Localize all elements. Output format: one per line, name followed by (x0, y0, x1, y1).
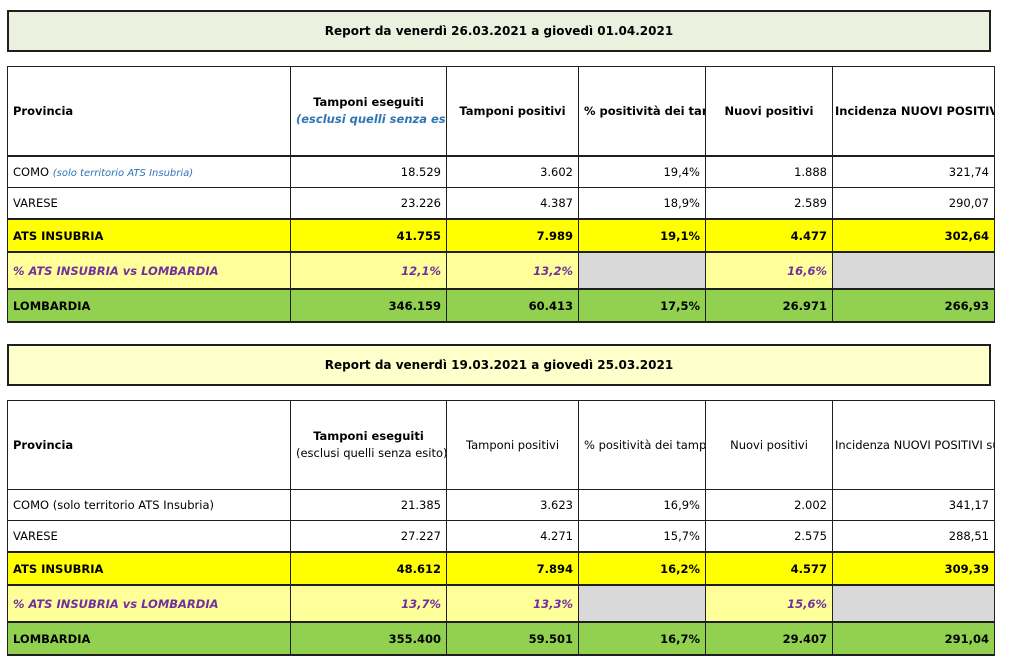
cell-nuovi: 2.575 (705, 520, 833, 553)
table-header-row: Provincia Tamponi eseguiti (esclusi quel… (7, 400, 995, 490)
cell-nuovi: 2.589 (705, 187, 833, 220)
header-tamponi-eseguiti-label: Tamponi eseguiti (313, 429, 424, 443)
cell-positivi: 4.271 (446, 520, 579, 553)
report-1-table: Provincia Tamponi eseguiti (esclusi quel… (7, 66, 995, 323)
row-label: COMO (solo territorio ATS Insubria) (7, 489, 291, 521)
table-row-ats-insubria: ATS INSUBRIA 48.612 7.894 16,2% 4.577 30… (7, 551, 995, 586)
cell-eseguiti: 12,1% (290, 251, 447, 290)
cell-eseguiti: 346.159 (290, 288, 447, 323)
report-2-banner: Report da venerdì 19.03.2021 a giovedì 2… (7, 344, 991, 386)
row-label: % ATS INSUBRIA vs LOMBARDIA (7, 251, 291, 290)
row-label: VARESE (7, 520, 291, 553)
header-tamponi-eseguiti: Tamponi eseguiti (esclusi quelli senza e… (290, 400, 447, 490)
cell-positivita: 18,9% (578, 187, 706, 220)
cell-empty (578, 251, 706, 290)
header-nuovi-positivi: Nuovi positivi (705, 400, 833, 490)
cell-positivita: 19,1% (578, 218, 706, 253)
cell-eseguiti: 18.529 (290, 155, 447, 188)
cell-empty (832, 584, 995, 623)
table-row-ats-insubria: ATS INSUBRIA 41.755 7.989 19,1% 4.477 30… (7, 218, 995, 253)
cell-positivi: 13,3% (446, 584, 579, 623)
row-label-text: COMO (13, 165, 50, 179)
report-2-title: Report da venerdì 19.03.2021 a giovedì 2… (324, 358, 674, 372)
header-positivita: % positività dei tamponi (578, 66, 706, 157)
row-label: LOMBARDIA (7, 621, 291, 656)
cell-positivi: 7.989 (446, 218, 579, 253)
cell-positivita: 19,4% (578, 155, 706, 188)
cell-positivi: 13,2% (446, 251, 579, 290)
row-label-note: (solo territorio ATS Insubria) (52, 168, 194, 179)
cell-positivi: 59.501 (446, 621, 579, 656)
cell-eseguiti: 21.385 (290, 489, 447, 521)
cell-positivita: 16,7% (578, 621, 706, 656)
cell-positivita: 16,9% (578, 489, 706, 521)
report-1-banner: Report da venerdì 26.03.2021 a giovedì 0… (7, 10, 991, 52)
table-row-lombardia: LOMBARDIA 346.159 60.413 17,5% 26.971 26… (7, 288, 995, 323)
header-tamponi-eseguiti-note: (esclusi quelli senza esito) (296, 446, 447, 460)
cell-nuovi: 26.971 (705, 288, 833, 323)
cell-incidenza: 288,51 (832, 520, 995, 553)
cell-incidenza: 290,07 (832, 187, 995, 220)
row-label: ATS INSUBRIA (7, 218, 291, 253)
cell-nuovi: 2.002 (705, 489, 833, 521)
header-tamponi-positivi: Tamponi positivi (446, 400, 579, 490)
cell-nuovi: 16,6% (705, 251, 833, 290)
cell-eseguiti: 48.612 (290, 551, 447, 586)
row-label: LOMBARDIA (7, 288, 291, 323)
cell-nuovi: 15,6% (705, 584, 833, 623)
cell-eseguiti: 27.227 (290, 520, 447, 553)
cell-nuovi: 4.577 (705, 551, 833, 586)
cell-positivi: 4.387 (446, 187, 579, 220)
row-label: % ATS INSUBRIA vs LOMBARDIA (7, 584, 291, 623)
cell-incidenza: 266,93 (832, 288, 995, 323)
cell-nuovi: 4.477 (705, 218, 833, 253)
cell-nuovi: 29.407 (705, 621, 833, 656)
report-2-table: Provincia Tamponi eseguiti (esclusi quel… (7, 400, 995, 656)
header-incidenza: Incidenza NUOVI POSITIVI su popolazione … (832, 66, 995, 157)
header-tamponi-eseguiti-note: (esclusi quelli senza esito) (296, 112, 446, 126)
cell-incidenza: 321,74 (832, 155, 995, 188)
header-tamponi-eseguiti-label: Tamponi eseguiti (313, 95, 424, 109)
cell-nuovi: 1.888 (705, 155, 833, 188)
table-row-como: COMO (solo territorio ATS Insubria) 18.5… (7, 155, 995, 188)
table-row-varese: VARESE 23.226 4.387 18,9% 2.589 290,07 (7, 187, 995, 220)
header-positivita: % positività dei tamponi (578, 400, 706, 490)
cell-positivi: 7.894 (446, 551, 579, 586)
header-incidenza: Incidenza NUOVI POSITIVI su popolazione … (832, 400, 995, 490)
header-provincia: Provincia (7, 400, 291, 490)
cell-eseguiti: 13,7% (290, 584, 447, 623)
cell-positivita: 17,5% (578, 288, 706, 323)
report-1-title: Report da venerdì 26.03.2021 a giovedì 0… (324, 24, 674, 38)
row-label: ATS INSUBRIA (7, 551, 291, 586)
cell-incidenza: 341,17 (832, 489, 995, 521)
table-header-row: Provincia Tamponi eseguiti (esclusi quel… (7, 66, 995, 157)
cell-eseguiti: 23.226 (290, 187, 447, 220)
cell-positivi: 3.623 (446, 489, 579, 521)
header-tamponi-positivi: Tamponi positivi (446, 66, 579, 157)
table-row-ats-vs-lombardia: % ATS INSUBRIA vs LOMBARDIA 13,7% 13,3% … (7, 584, 995, 623)
cell-positivita: 15,7% (578, 520, 706, 553)
cell-incidenza: 302,64 (832, 218, 995, 253)
cell-empty (578, 584, 706, 623)
cell-empty (832, 251, 995, 290)
cell-eseguiti: 355.400 (290, 621, 447, 656)
cell-positivi: 60.413 (446, 288, 579, 323)
cell-incidenza: 291,04 (832, 621, 995, 656)
header-nuovi-positivi: Nuovi positivi (705, 66, 833, 157)
table-row-ats-vs-lombardia: % ATS INSUBRIA vs LOMBARDIA 12,1% 13,2% … (7, 251, 995, 290)
header-tamponi-eseguiti: Tamponi eseguiti (esclusi quelli senza e… (290, 66, 447, 157)
cell-incidenza: 309,39 (832, 551, 995, 586)
table-row-varese: VARESE 27.227 4.271 15,7% 2.575 288,51 (7, 520, 995, 553)
cell-eseguiti: 41.755 (290, 218, 447, 253)
table-row-como: COMO (solo territorio ATS Insubria) 21.3… (7, 489, 995, 521)
row-label: COMO (solo territorio ATS Insubria) (7, 155, 291, 188)
cell-positivita: 16,2% (578, 551, 706, 586)
cell-positivi: 3.602 (446, 155, 579, 188)
table-row-lombardia: LOMBARDIA 355.400 59.501 16,7% 29.407 29… (7, 621, 995, 656)
header-provincia: Provincia (7, 66, 291, 157)
row-label: VARESE (7, 187, 291, 220)
